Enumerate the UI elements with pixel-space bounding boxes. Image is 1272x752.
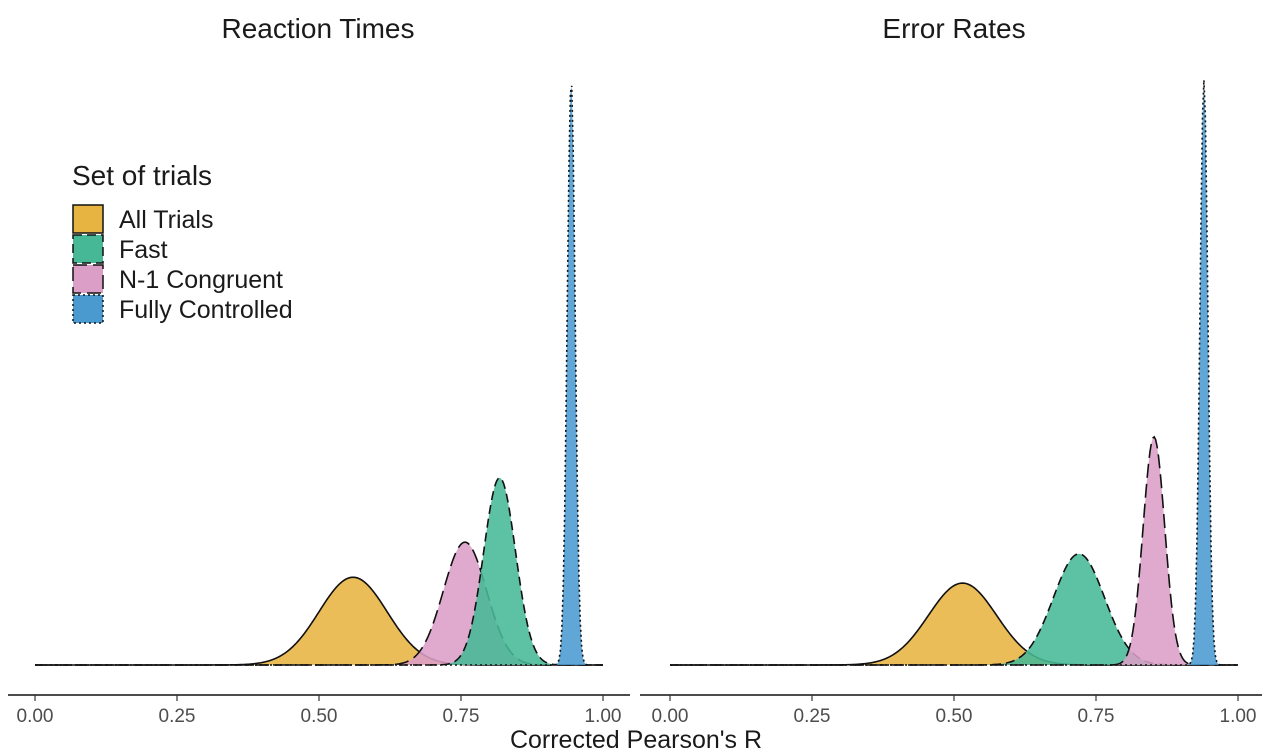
- panel-error-rates: Error Rates 0.00 0.25 0.50 0.75 1.00: [640, 13, 1262, 727]
- x-tick-label: 0.75: [443, 706, 480, 727]
- legend-title: Set of trials: [72, 160, 212, 191]
- legend-label: N-1 Congruent: [119, 266, 283, 294]
- legend-label: All Trials: [119, 206, 213, 234]
- x-tick-label: 0.00: [17, 706, 54, 727]
- x-tick-label: 0.25: [159, 706, 196, 727]
- legend-label: Fast: [119, 236, 168, 264]
- legend-item-all-trials: All Trials: [72, 204, 213, 234]
- x-tick-label: 0.00: [652, 706, 689, 727]
- x-tick-label: 0.50: [936, 706, 973, 727]
- legend-key: [72, 234, 104, 264]
- density-fill: [35, 477, 603, 665]
- x-tick-label: 0.75: [1078, 706, 1115, 727]
- x-axis-title: Corrected Pearson's R: [510, 726, 762, 752]
- panel-title: Reaction Times: [222, 13, 415, 44]
- legend-key: [72, 204, 104, 234]
- density-fill: [670, 583, 1238, 665]
- panel-reaction-times: Reaction Times 0.00 0.25 0.50 0.75 1.00: [8, 13, 630, 727]
- legend-item-fast: Fast: [72, 234, 168, 264]
- density-fill: [670, 553, 1238, 665]
- legend-key: [72, 264, 104, 294]
- legend-key: [72, 294, 104, 324]
- x-tick-label: 0.50: [301, 706, 338, 727]
- panel-title: Error Rates: [882, 13, 1025, 44]
- legend-item-n-1-congruent: N-1 Congruent: [72, 264, 283, 294]
- density-fill: [35, 542, 603, 665]
- legend-item-fully-controlled: Fully Controlled: [72, 294, 293, 324]
- x-tick-label: 0.25: [794, 706, 831, 727]
- density-fill: [35, 577, 603, 665]
- x-tick-label: 1.00: [585, 706, 622, 727]
- x-tick-label: 1.00: [1220, 706, 1257, 727]
- legend-label: Fully Controlled: [119, 296, 293, 324]
